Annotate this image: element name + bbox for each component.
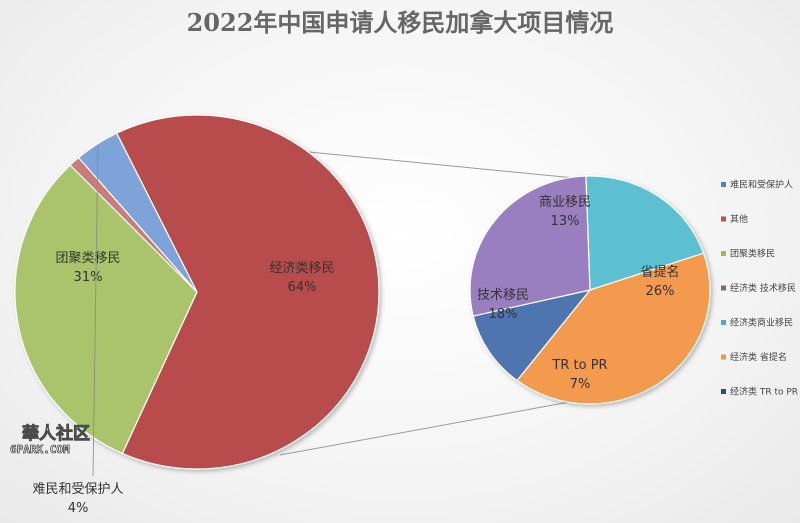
main-pie-labels: 经济类移民 64% 团聚类移民 31% 难民和受保护人 4% <box>32 145 335 516</box>
watermark: 華人社区 6PARK.COM <box>10 423 91 457</box>
legend-label-1: 其他 <box>730 213 748 225</box>
sec-slice-0 <box>585 175 705 291</box>
legend-swatch-0 <box>721 182 726 187</box>
main-pie <box>14 114 380 470</box>
legend-label-6: 经济类 TR to PR <box>730 386 798 398</box>
sec-slice-1 <box>516 252 711 405</box>
sec-slice-2 <box>472 289 592 382</box>
watermark-line2: 6PARK.COM <box>10 443 70 456</box>
sec-slice-value-2: 7% <box>570 377 591 392</box>
main-slice-value-0: 64% <box>288 280 317 295</box>
legend-label-0: 难民和受保护人 <box>730 179 793 191</box>
legend-swatch-6 <box>721 389 726 394</box>
sec-slice-value-1: 26% <box>646 284 675 299</box>
sec-slice-label-3: 技术移民 <box>477 288 529 303</box>
main-slice-value-3: 4% <box>68 501 89 516</box>
main-slice-value-1: 31% <box>74 270 103 285</box>
chart-title: 2022年中国申请人移民加拿大项目情况 <box>187 8 614 37</box>
main-slice-0 <box>115 114 380 470</box>
legend-swatch-5 <box>721 354 726 360</box>
sec-slice-value-0: 13% <box>551 214 580 229</box>
sec-slice-label-1: 省提名 <box>640 264 679 280</box>
legend-label-2: 团聚类移民 <box>730 248 775 260</box>
legend-label-3: 经济类 技术移民 <box>730 282 796 294</box>
legend-label-4: 经济类商业移民 <box>730 317 793 329</box>
watermark-line1: 華人社区 <box>22 423 90 444</box>
main-slice-label-0: 经济类移民 <box>269 261 334 276</box>
sec-slice-3 <box>469 175 591 317</box>
sec-slice-label-0: 商业移民 <box>539 195 591 210</box>
connector-line-bottom <box>279 401 569 456</box>
sec-slice-label-2: TR to PR <box>551 358 607 373</box>
secondary-pie-labels: 商业移民 13% 省提名 26% TR to PR 7% 技术移民 18% <box>477 195 680 392</box>
legend-swatch-3 <box>721 285 726 291</box>
legend-swatch-2 <box>721 251 726 256</box>
leader-line <box>92 145 99 477</box>
main-slice-label-1: 团聚类移民 <box>55 251 120 266</box>
main-slice-label-3: 难民和受保护人 <box>32 482 123 497</box>
main-slice-3 <box>77 132 198 293</box>
main-slice-1 <box>14 164 198 455</box>
legend-swatch-1 <box>721 216 726 222</box>
sec-slice-value-3: 18% <box>489 307 518 322</box>
secondary-pie <box>469 175 711 405</box>
legend-label-5: 经济类 省提名 <box>730 351 787 363</box>
legend-swatch-4 <box>721 320 726 325</box>
